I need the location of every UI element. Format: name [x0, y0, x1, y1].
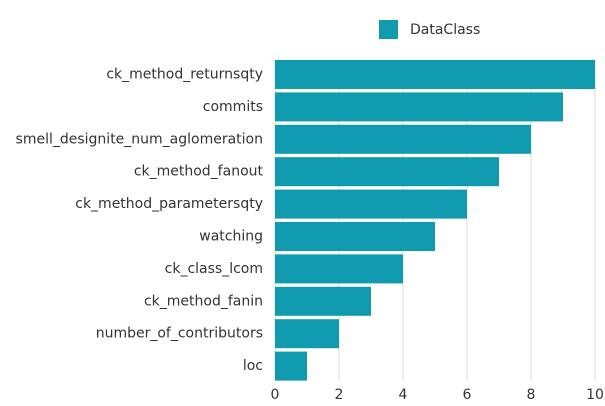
category-label: ck_method_fanin	[144, 293, 263, 309]
x-axis-ticks: 0 2 4 6 8 10	[271, 387, 604, 403]
x-tick-label: 6	[463, 387, 472, 402]
category-label: watching	[199, 229, 263, 245]
bar-ck_class_lcom	[275, 254, 403, 284]
bar-ck_method_fanout	[275, 157, 499, 187]
category-label: ck_class_lcom	[165, 261, 263, 277]
legend-label: DataClass	[410, 22, 480, 38]
bar-ck_method_returnsqty	[275, 60, 595, 89]
category-label: number_of_contributors	[96, 326, 263, 342]
x-tick-label: 4	[399, 387, 408, 402]
bar-commits	[275, 92, 563, 122]
x-tick-label: 0	[271, 387, 280, 402]
bar-ck_method_fanin	[275, 286, 371, 316]
legend: DataClass	[379, 20, 480, 39]
category-label: ck_method_parametersqty	[75, 196, 263, 212]
x-tick-label: 8	[527, 387, 536, 402]
category-label: commits	[203, 99, 263, 115]
bar-ck_method_parametersqty	[275, 189, 467, 219]
category-label: ck_method_fanout	[134, 164, 264, 180]
bar-watching	[275, 222, 435, 251]
bar-smell_designite_num_aglomeration	[275, 124, 531, 154]
legend-swatch	[379, 20, 398, 39]
bars	[275, 60, 595, 381]
bar-number_of_contributors	[275, 319, 339, 349]
bar-loc	[275, 351, 307, 381]
category-label: ck_method_returnsqty	[106, 67, 263, 83]
x-tick-label: 10	[586, 387, 604, 402]
category-label: smell_designite_num_aglomeration	[16, 131, 263, 147]
x-tick-label: 2	[335, 387, 344, 402]
category-label: loc	[243, 358, 263, 374]
